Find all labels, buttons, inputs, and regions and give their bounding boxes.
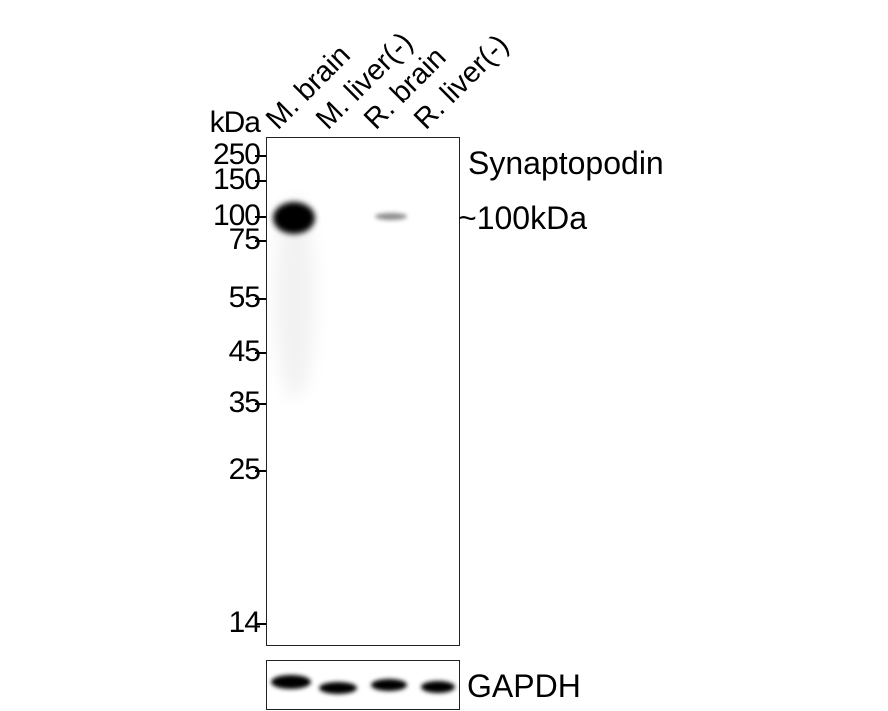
main-blot <box>266 137 460 646</box>
marker-35: 35 <box>228 386 261 419</box>
tick-150 <box>255 180 266 182</box>
target-size: ~100kDa <box>458 200 587 236</box>
marker-55: 55 <box>228 281 261 314</box>
marker-45: 45 <box>228 335 261 368</box>
marker-150: 150 <box>212 163 261 196</box>
tick-75 <box>255 240 266 242</box>
kda-label: kDa <box>209 106 261 139</box>
gapdh-blot <box>266 660 460 710</box>
tick-100 <box>255 216 266 218</box>
tick-14 <box>255 623 266 625</box>
band-lane-1 <box>273 202 315 234</box>
marker-250: 250 <box>212 138 261 171</box>
tick-45 <box>255 352 266 354</box>
gapdh-band-4 <box>421 681 455 693</box>
tick-250 <box>255 155 266 157</box>
band-lane-3 <box>375 213 407 220</box>
gapdh-band-3 <box>371 679 407 691</box>
target-name: Synaptopodin <box>468 145 664 181</box>
tick-55 <box>255 298 266 300</box>
marker-25: 25 <box>228 453 261 486</box>
marker-14: 14 <box>228 606 261 639</box>
marker-100: 100 <box>212 199 261 232</box>
gapdh-band-1 <box>271 675 311 689</box>
loading-control-label: GAPDH <box>467 668 581 704</box>
gapdh-band-2 <box>319 682 357 694</box>
tick-35 <box>255 403 266 405</box>
tick-25 <box>255 470 266 472</box>
marker-75: 75 <box>228 223 261 256</box>
